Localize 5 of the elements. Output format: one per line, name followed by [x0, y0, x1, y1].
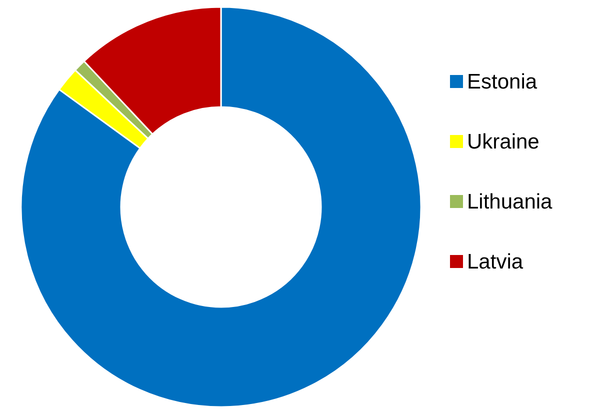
legend-label: Ukraine — [467, 130, 540, 154]
donut-slice — [20, 6, 422, 408]
legend-label: Latvia — [467, 250, 524, 274]
legend-label: Lithuania — [467, 190, 553, 214]
legend-label: Estonia — [467, 70, 538, 94]
